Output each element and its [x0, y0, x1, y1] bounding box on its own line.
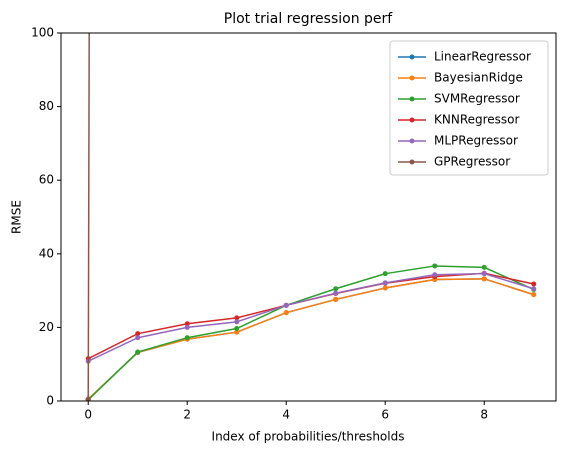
legend-label: GPRegressor — [434, 155, 510, 169]
data-point — [135, 335, 141, 341]
y-axis-label: RMSE — [10, 200, 24, 234]
data-point — [234, 315, 240, 321]
data-point — [283, 302, 289, 308]
legend-marker — [409, 138, 415, 144]
data-point — [531, 281, 537, 287]
x-axis-label: Index of probabilities/thresholds — [212, 430, 405, 444]
series-line — [87, 272, 534, 362]
legend-marker — [409, 75, 415, 81]
data-point — [85, 396, 91, 401]
data-point — [234, 329, 240, 335]
legend-label: LinearRegressor — [434, 50, 531, 64]
legend-label: KNNRegressor — [434, 113, 520, 127]
chart-title: Plot trial regression perf — [224, 11, 394, 27]
x-tick-label: 0 — [84, 408, 92, 422]
series-line — [87, 272, 534, 360]
data-point — [234, 319, 240, 325]
x-tick-label: 2 — [183, 408, 191, 422]
data-point — [382, 285, 388, 291]
plot-area — [85, 33, 537, 401]
data-point — [481, 264, 487, 270]
y-tick-label: 40 — [39, 246, 54, 260]
series-line — [87, 265, 535, 401]
data-point — [333, 286, 339, 292]
legend-label: BayesianRidge — [434, 71, 523, 85]
y-tick-label: 20 — [39, 320, 54, 334]
legend-marker — [409, 96, 415, 102]
legend-box — [389, 40, 549, 176]
data-point — [531, 286, 537, 292]
series-line — [87, 278, 534, 400]
legend-marker — [409, 117, 415, 123]
legend-marker — [409, 159, 415, 165]
data-point — [135, 349, 141, 355]
data-point — [234, 326, 240, 332]
data-point — [382, 271, 388, 277]
data-point — [184, 335, 190, 341]
data-point — [135, 331, 141, 337]
x-tick-label: 8 — [480, 408, 488, 422]
y-tick-label: 100 — [31, 26, 54, 40]
data-point — [283, 310, 289, 316]
data-point — [481, 276, 487, 282]
plot-frame — [60, 32, 557, 402]
data-point — [432, 272, 438, 278]
data-point — [184, 321, 190, 327]
data-point — [432, 263, 438, 269]
legend-label: SVMRegressor — [434, 92, 520, 106]
x-tick-label: 6 — [381, 408, 389, 422]
legend-marker — [409, 54, 415, 60]
data-point — [333, 296, 339, 302]
y-tick-label: 60 — [39, 173, 54, 187]
legend-label: MLPRegressor — [434, 134, 518, 148]
y-tick-label: 0 — [46, 394, 54, 408]
data-point — [531, 292, 537, 298]
data-point — [481, 271, 487, 277]
data-point — [333, 290, 339, 296]
y-tick-label: 80 — [39, 99, 54, 113]
data-point — [184, 324, 190, 330]
data-point — [382, 280, 388, 286]
x-tick-label: 4 — [282, 408, 290, 422]
